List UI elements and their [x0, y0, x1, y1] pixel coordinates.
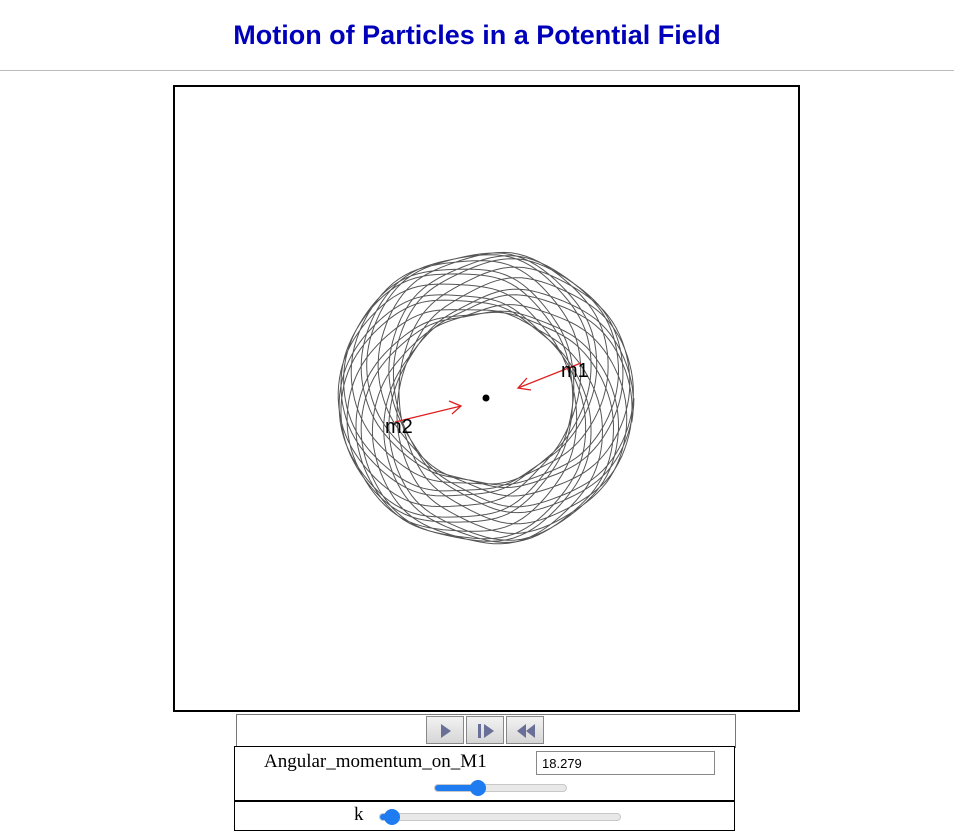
- angular-momentum-slider-thumb[interactable]: [470, 780, 487, 796]
- animation-controls: [236, 714, 736, 748]
- angular-momentum-panel: Angular_momentum_on_M1: [234, 746, 735, 801]
- force-arrow-m1: [516, 362, 582, 391]
- k-panel: k: [234, 801, 735, 831]
- play-button[interactable]: [426, 716, 464, 744]
- angular-momentum-slider[interactable]: [434, 780, 567, 796]
- reset-icon: [517, 724, 535, 738]
- step-forward-button[interactable]: [466, 716, 504, 744]
- particle-label-m1: m1: [561, 360, 589, 382]
- title-divider: [0, 70, 954, 71]
- force-arrow-m2: [394, 400, 463, 423]
- k-slider[interactable]: [379, 809, 621, 825]
- reset-button[interactable]: [506, 716, 544, 744]
- simulation-canvas: m1 m2: [173, 85, 800, 712]
- trajectory-line: [337, 251, 635, 545]
- trajectory-path: [337, 251, 635, 545]
- center-of-force-dot: [482, 394, 490, 402]
- particle-label-m2: m2: [385, 416, 413, 438]
- angular-momentum-label: Angular_momentum_on_M1: [264, 751, 487, 772]
- angular-momentum-input[interactable]: [536, 751, 715, 775]
- k-slider-thumb[interactable]: [384, 809, 400, 825]
- play-icon: [441, 724, 451, 738]
- k-label: k: [354, 804, 364, 825]
- step-forward-icon: [478, 724, 494, 738]
- page-title: Motion of Particles in a Potential Field: [233, 20, 721, 50]
